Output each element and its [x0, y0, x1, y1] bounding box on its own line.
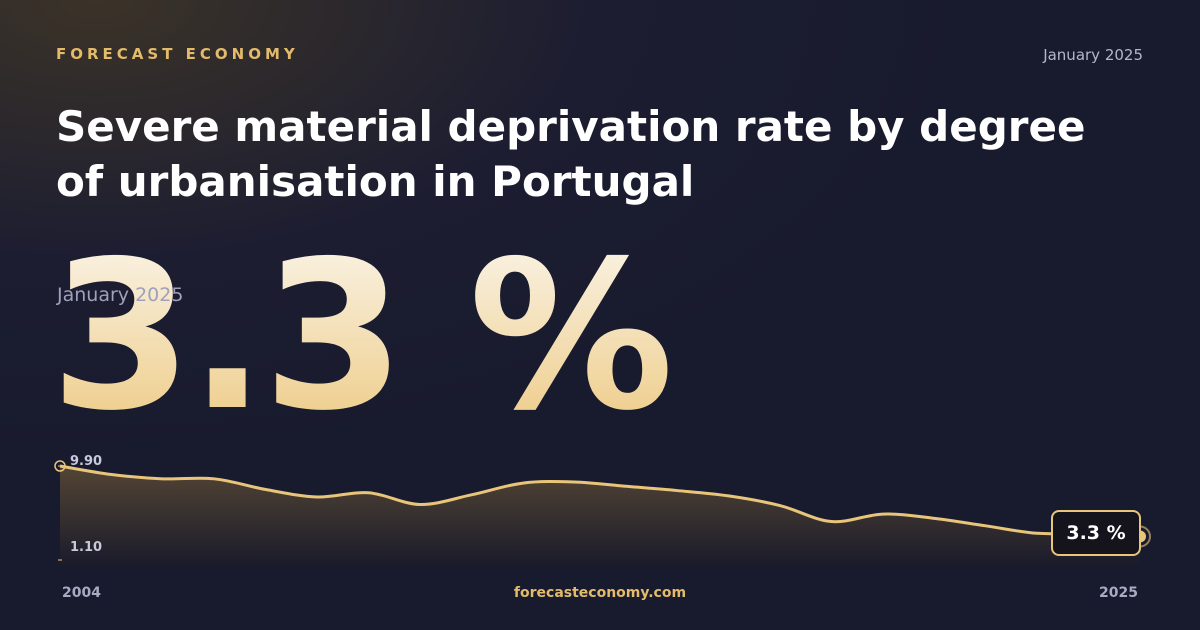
- line: [59, 464, 1141, 538]
- area: [60, 466, 1140, 565]
- end-label-box: [1051, 510, 1141, 556]
- y-tick-label: 9.90: [70, 454, 102, 469]
- headline-date: January 2025: [56, 284, 183, 306]
- plot: 9.90 1.10 2004 2025 3.3 %: [54, 454, 1151, 601]
- date: January 2025: [1042, 46, 1143, 64]
- end-label: 3.3 %: [1066, 522, 1125, 544]
- headline-value: 3.3 %: [50, 218, 670, 456]
- brand: FORECAST ECONOMY: [56, 45, 299, 63]
- x-tick-label: 2004: [62, 585, 101, 601]
- start-marker: [54, 460, 66, 472]
- x-tick-label: 2025: [1099, 585, 1138, 601]
- y-tick-label: 1.10: [70, 540, 102, 555]
- footer-site: forecasteconomy.com: [514, 585, 686, 601]
- title-line-1: Severe material deprivation rate by degr…: [56, 102, 1085, 206]
